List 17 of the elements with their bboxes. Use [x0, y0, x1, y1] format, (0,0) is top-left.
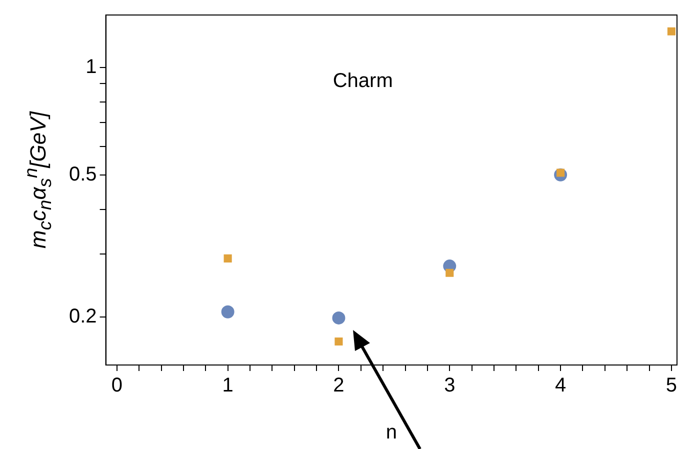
- point: [332, 311, 346, 324]
- x-tick-label: 0: [111, 374, 122, 397]
- y-tick-label: 0.5: [68, 163, 97, 186]
- y-tick-label: 1: [86, 56, 97, 78]
- x-tick-label: 1: [222, 374, 234, 397]
- x-tick-label: 4: [554, 374, 566, 397]
- annotation: Charm: [332, 70, 393, 92]
- point: [446, 268, 454, 277]
- x-tick-label: 5: [666, 374, 678, 397]
- point: [224, 254, 232, 262]
- x-tick-label: 2: [333, 374, 344, 397]
- point: [334, 337, 343, 346]
- point: [221, 305, 234, 318]
- y-tick-label: 0.2: [68, 306, 97, 328]
- x-tick-label: 3: [444, 374, 456, 397]
- x-axis-title: n: [386, 422, 397, 444]
- point: [667, 27, 676, 36]
